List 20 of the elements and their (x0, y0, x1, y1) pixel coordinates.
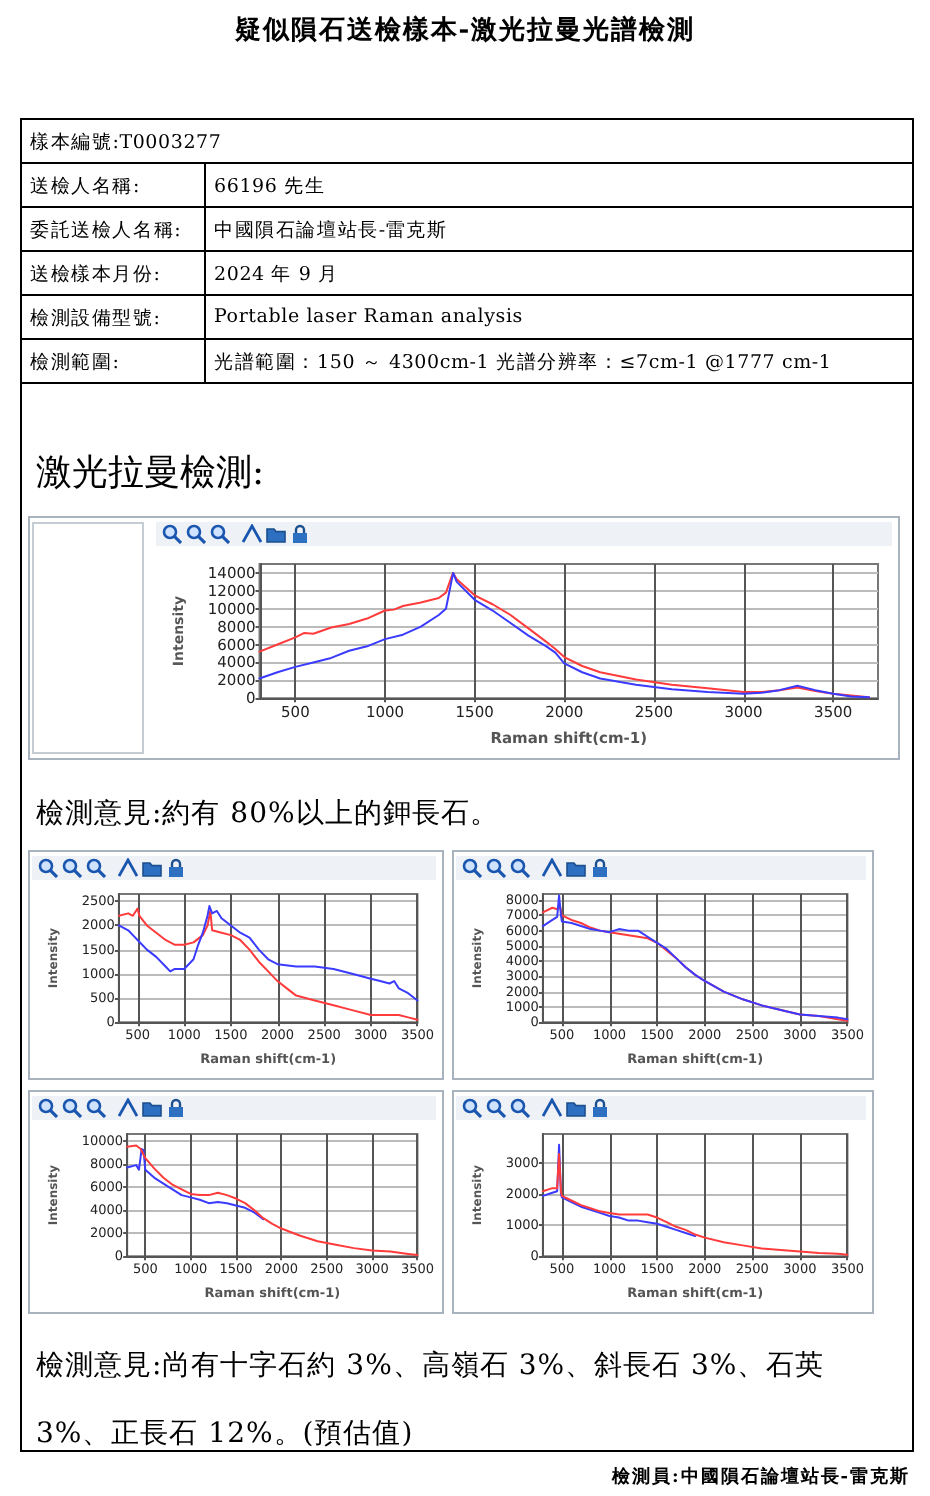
text: 檢測員:中國隕石論壇站長-雷克斯 (611, 1464, 910, 1490)
line-series (258, 571, 871, 699)
text: 送檢樣本月份: (21, 251, 205, 295)
text: 光譜範圍：150 ～ 4300cm-1 光譜分辨率：≤7cm-1 @1777 cm-1 (205, 339, 913, 383)
text: 檢測設備型號: (21, 295, 205, 339)
text: 檢測意見:尚有十字石約 3%、高嶺石 3%、斜長石 3%、石英 3%、正長石 12%。(預估值) (36, 1350, 825, 1450)
text: 檢測範圍: (21, 339, 205, 383)
line-series (117, 905, 419, 1002)
text: 樣本編號:T0003277 (21, 119, 913, 163)
line-series (126, 1147, 265, 1221)
text: 2024 年 9 月 (205, 251, 913, 295)
text: 送檢人名稱: (21, 163, 205, 207)
text: Portable laser Raman analysis (205, 295, 913, 339)
text: 疑似隕石送檢樣本-激光拉曼光譜檢測 (232, 13, 698, 48)
line-series (541, 1143, 697, 1238)
text: 66196 先生 (205, 163, 913, 207)
text: 中國隕石論壇站長-雷克斯 (205, 207, 913, 251)
chart-title: 激光拉曼檢測: (36, 450, 265, 496)
text: 檢測意見:約有 80%以上的鉀長石。 (36, 796, 499, 832)
text: 委託送檢人名稱: (21, 207, 205, 251)
